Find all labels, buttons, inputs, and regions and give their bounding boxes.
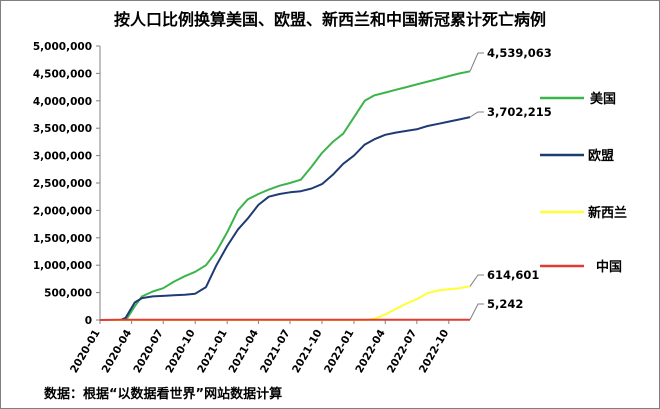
end-label-leader [469,111,484,118]
end-value-label: 3,702,215 [487,105,552,119]
x-tick-label: 2021-04 [227,328,261,376]
end-label-leader [469,52,484,72]
x-tick-label: 2022-04 [353,328,387,376]
x-tick-label: 2021-07 [258,328,292,376]
series-line-0 [100,70,471,321]
end-value-label: 5,242 [487,297,523,311]
x-tick-label: 2020-01 [68,328,102,376]
y-tick-label: 4,500,000 [33,68,92,80]
legend-label: 美国 [590,91,616,107]
chart-title: 按人口比例换算美国、欧盟、新西兰和中国新冠累计死亡病例 [113,10,546,29]
x-tick-label: 2020-07 [131,328,165,376]
x-tick-label: 2022-10 [417,328,451,376]
y-tick-label: 1,000,000 [33,260,92,272]
chart-axes: 0 500,000 1,000,000 1,500,000 2,000,000 2,500… [33,41,470,375]
source-note: 数据：根据“以数据看世界”网站数据计算 [44,387,283,402]
end-value-label: 4,539,063 [487,46,552,60]
y-tick-label: 4,000,000 [33,96,92,108]
end-value-label: 614,601 [487,268,539,282]
y-tick-label: 3,500,000 [33,123,92,135]
y-tick-label: 0 [85,315,92,327]
legend-label: 中国 [596,259,622,275]
end-label-leader [469,274,484,287]
x-tick-label: 2021-10 [290,328,324,376]
y-tick-label: 2,000,000 [33,205,92,217]
y-tick-label: 500,000 [44,288,92,300]
series-lines [99,70,471,321]
end-label-leader [469,303,484,320]
y-tick-label: 1,500,000 [33,233,92,245]
series-line-1 [100,116,471,321]
y-tick-label: 5,000,000 [33,41,92,53]
x-tick-label: 2020-10 [163,328,197,376]
x-tick-label: 2021-01 [195,328,229,376]
y-tick-label: 3,000,000 [33,151,92,163]
legend-label: 欧盟 [588,148,614,164]
legend-label: 新西兰 [588,205,627,221]
x-tick-label: 2022-01 [322,328,356,376]
y-tick-label: 2,500,000 [33,178,92,190]
x-tick-label: 2022-07 [385,328,419,376]
x-tick-label: 2020-04 [100,328,134,376]
end-labels: 4,539,063 3,702,215 614,601 5,242 [469,46,552,320]
